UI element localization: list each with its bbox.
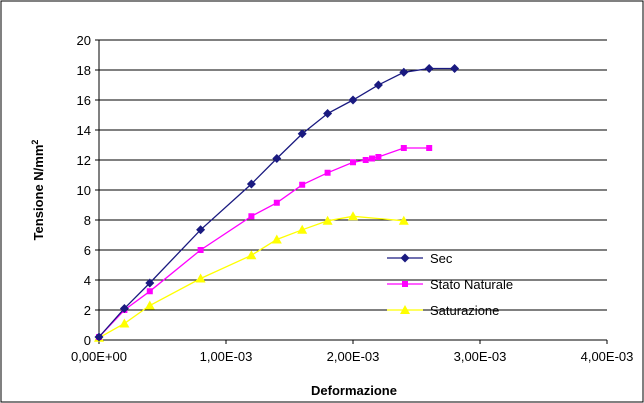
data-point-sec bbox=[246, 179, 256, 189]
data-point-sec bbox=[323, 109, 333, 118]
y-tick-label: 8 bbox=[84, 213, 91, 228]
data-point-saturazione bbox=[348, 211, 358, 221]
data-point-stato-naturale bbox=[273, 199, 280, 206]
x-tick-label: 2,00E-03 bbox=[327, 349, 380, 364]
x-tick-label: 3,00E-03 bbox=[454, 349, 507, 364]
data-point-stato-naturale bbox=[369, 155, 376, 162]
y-tick-label: 18 bbox=[77, 63, 91, 78]
data-point-sec bbox=[450, 64, 460, 73]
data-point-saturazione bbox=[144, 300, 155, 310]
data-point-sec bbox=[399, 67, 409, 77]
y-tick-label: 0 bbox=[84, 333, 91, 348]
x-axis-title: Deformazione bbox=[311, 383, 397, 398]
data-point-stato-naturale bbox=[426, 145, 433, 151]
data-point-sec bbox=[373, 80, 383, 90]
series-sec bbox=[94, 64, 460, 342]
legend-marker-stato-naturale bbox=[402, 281, 408, 287]
legend-item-stato-naturale: Stato Naturale bbox=[387, 277, 513, 292]
legend-label-saturazione: Saturazione bbox=[430, 303, 499, 318]
x-tick-label: 0,00E+00 bbox=[71, 349, 127, 364]
legend-label-sec: Sec bbox=[430, 251, 453, 266]
legend-label-stato-naturale: Stato Naturale bbox=[430, 277, 513, 292]
legend-item-saturazione: Saturazione bbox=[387, 303, 499, 318]
data-point-stato-naturale bbox=[375, 154, 382, 160]
data-point-stato-naturale bbox=[350, 159, 356, 166]
data-point-sec bbox=[145, 278, 155, 288]
data-point-saturazione bbox=[195, 273, 206, 283]
data-point-sec bbox=[94, 332, 104, 342]
data-point-stato-naturale bbox=[146, 288, 153, 295]
data-point-sec bbox=[272, 154, 282, 163]
tick-labels: 0 2 4 6 8 10 12 14 16 18 20 0,00E+00 1,00E-03 2,00E-0… bbox=[71, 33, 633, 364]
data-point-stato-naturale bbox=[248, 213, 255, 220]
x-tick-label: 1,00E-03 bbox=[200, 349, 253, 364]
series-line-saturazione bbox=[98, 215, 404, 339]
legend-marker-saturazione bbox=[400, 305, 410, 314]
y-tick-label: 16 bbox=[77, 93, 91, 108]
series bbox=[94, 64, 460, 342]
x-tick-label: 4,00E-03 bbox=[581, 349, 634, 364]
data-point-saturazione bbox=[246, 250, 257, 260]
legend-item-sec: Sec bbox=[387, 251, 453, 266]
y-tick-label: 20 bbox=[77, 33, 91, 48]
data-point-sec bbox=[348, 95, 358, 105]
data-point-saturazione bbox=[322, 215, 333, 225]
y-tick-label: 4 bbox=[84, 273, 91, 288]
axes bbox=[95, 39, 608, 344]
data-point-stato-naturale bbox=[362, 157, 369, 163]
data-point-sec bbox=[119, 304, 129, 313]
data-point-saturazione bbox=[297, 224, 308, 234]
data-point-sec bbox=[196, 225, 206, 235]
legend-marker-sec bbox=[400, 253, 410, 263]
y-axis-title: Tensione N/mm2 bbox=[30, 140, 46, 241]
data-point-stato-naturale bbox=[324, 169, 331, 176]
data-point-stato-naturale bbox=[299, 181, 306, 188]
legend: Sec Stato Naturale Saturazione bbox=[387, 251, 513, 318]
data-point-stato-naturale bbox=[197, 247, 204, 253]
y-tick-label: 6 bbox=[84, 243, 91, 258]
y-tick-label: 12 bbox=[77, 153, 91, 168]
data-point-saturazione bbox=[119, 318, 130, 328]
data-point-sec bbox=[297, 129, 307, 139]
data-point-stato-naturale bbox=[400, 145, 407, 151]
data-point-saturazione bbox=[398, 215, 409, 225]
data-point-saturazione bbox=[271, 234, 282, 244]
y-tick-label: 2 bbox=[84, 303, 91, 318]
y-tick-label: 10 bbox=[77, 183, 91, 198]
data-point-sec bbox=[424, 64, 434, 73]
y-tick-label: 14 bbox=[77, 123, 91, 138]
